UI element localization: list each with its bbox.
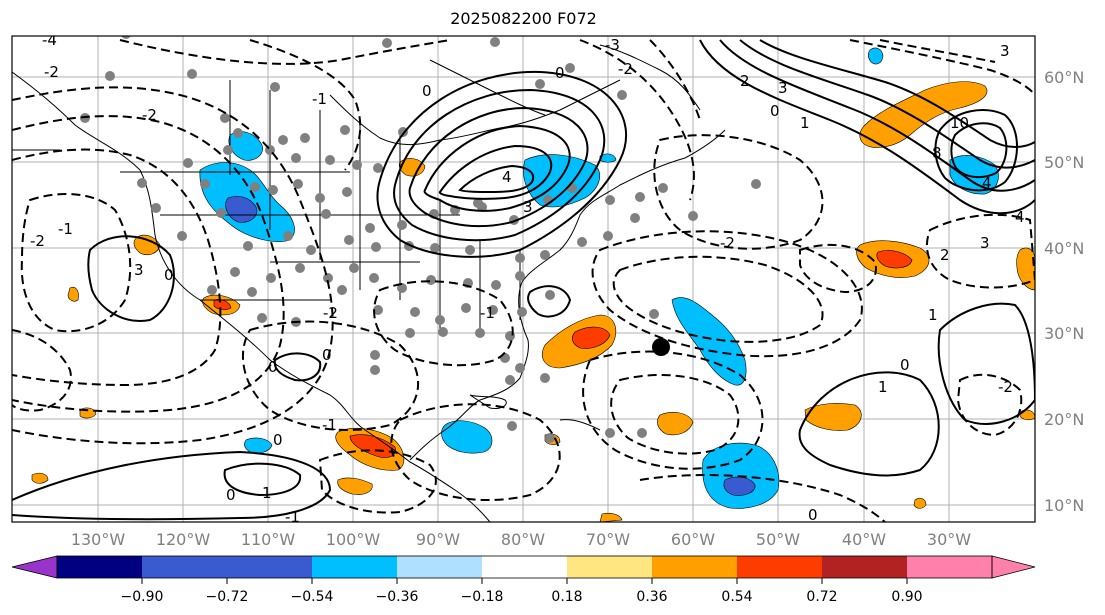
colorbar-tick: −0.72 (206, 589, 249, 605)
colorbar-tick: −0.36 (376, 589, 419, 605)
svg-text:0: 0 (226, 486, 236, 504)
svg-text:-1: -1 (285, 508, 300, 526)
lon-label: 90°W (416, 530, 460, 549)
svg-text:0: 0 (900, 356, 910, 374)
lon-label: 120°W (156, 530, 211, 549)
svg-text:0: 0 (555, 64, 565, 82)
svg-text:3: 3 (1000, 42, 1010, 60)
lat-label: 50°N (1044, 153, 1084, 172)
svg-text:8: 8 (932, 144, 942, 162)
svg-text:-2: -2 (720, 234, 735, 252)
contours-negative (12, 39, 1035, 522)
svg-text:2: 2 (940, 246, 950, 264)
svg-text:-1: -1 (480, 304, 495, 322)
colorbar-tick: 0.18 (551, 589, 582, 605)
lat-label: 30°N (1044, 324, 1084, 343)
svg-text:0: 0 (268, 358, 278, 376)
lat-label: 60°N (1044, 68, 1084, 87)
svg-text:-1: -1 (58, 220, 73, 238)
marker-black-dot (652, 338, 670, 356)
svg-text:3: 3 (980, 234, 990, 252)
svg-text:-4: -4 (42, 31, 57, 49)
lon-label: 80°W (501, 530, 545, 549)
contour-labels: -4 -2 -2 -2 -1 3 0 -2 0 -1 0 1 -1 0 0 -1… (30, 31, 1025, 526)
colorbar: −0.90 −0.72 −0.54 −0.36 −0.18 0.18 0.36 … (11, 555, 1036, 605)
svg-text:-1: -1 (322, 416, 337, 434)
svg-text:4: 4 (1015, 208, 1025, 226)
colorbar-tick: −0.18 (461, 589, 504, 605)
svg-text:-2: -2 (44, 63, 59, 81)
svg-text:4: 4 (502, 168, 512, 186)
svg-text:-3: -3 (605, 36, 620, 54)
map-frame (11, 35, 1036, 523)
svg-text:0: 0 (322, 346, 332, 364)
svg-text:-2: -2 (323, 304, 338, 322)
lat-label: 20°N (1044, 410, 1084, 429)
longitude-labels: 130°W 120°W 110°W 100°W 90°W 80°W 70°W 6… (71, 530, 971, 549)
colorbar-tick: 0.90 (891, 589, 922, 605)
lat-label: 40°N (1044, 239, 1084, 258)
svg-text:0: 0 (770, 102, 780, 120)
lon-label: 70°W (586, 530, 630, 549)
lon-label: 30°W (927, 530, 971, 549)
svg-text:2: 2 (740, 72, 750, 90)
lon-label: 40°W (842, 530, 886, 549)
colorbar-tick: −0.54 (291, 589, 334, 605)
svg-text:0: 0 (273, 431, 283, 449)
svg-text:1: 1 (928, 306, 938, 324)
colorbar-tick: 0.54 (721, 589, 752, 605)
colorbar-tick: −0.90 (121, 589, 164, 605)
svg-text:-2: -2 (142, 106, 157, 124)
map-title: 2025082200 F072 (450, 9, 597, 28)
svg-text:1: 1 (878, 378, 888, 396)
svg-text:0: 0 (422, 82, 432, 100)
svg-text:10: 10 (950, 114, 969, 132)
svg-text:-2: -2 (998, 378, 1013, 396)
latitude-labels: 10°N 20°N 30°N 40°N 50°N 60°N (1044, 68, 1084, 515)
lat-label: 10°N (1044, 496, 1084, 515)
svg-text:-1: -1 (312, 90, 327, 108)
svg-text:0: 0 (164, 266, 174, 284)
svg-text:3: 3 (134, 261, 144, 279)
coastlines (12, 44, 726, 522)
colorbar-tick: 0.36 (636, 589, 667, 605)
svg-text:1: 1 (262, 484, 272, 502)
contours-positive (12, 39, 1035, 521)
lon-label: 60°W (671, 530, 715, 549)
svg-text:3: 3 (523, 198, 533, 216)
svg-text:-2: -2 (30, 232, 45, 250)
svg-text:3: 3 (778, 79, 788, 97)
svg-text:0: 0 (808, 506, 818, 524)
lon-label: 100°W (326, 530, 381, 549)
svg-text:4: 4 (982, 174, 992, 192)
colorbar-tick: 0.72 (806, 589, 837, 605)
svg-text:1: 1 (800, 114, 810, 132)
lon-label: 50°W (756, 530, 800, 549)
lon-label: 110°W (241, 530, 296, 549)
station-dots (80, 36, 761, 443)
svg-text:-2: -2 (618, 60, 633, 78)
lon-label: 130°W (71, 530, 126, 549)
